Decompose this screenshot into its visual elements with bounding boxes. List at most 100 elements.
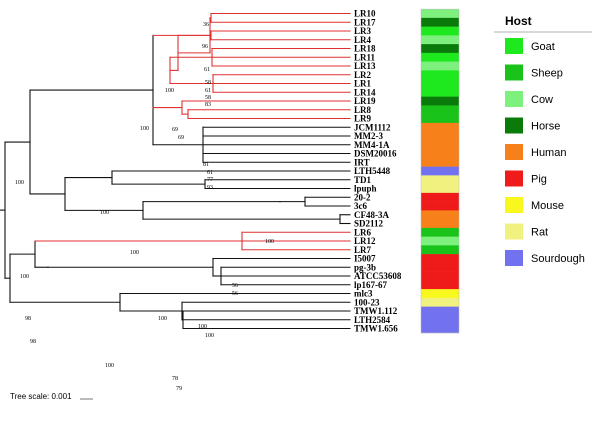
bootstrap-value: 36 (203, 22, 209, 28)
strain-label: LR6 (354, 227, 372, 237)
host-strip-cell (421, 114, 459, 124)
host-strip-cell (421, 122, 459, 132)
host-strip-cell (421, 289, 459, 299)
host-strip-cell (421, 297, 459, 307)
host-strip-cell (421, 61, 459, 71)
strain-label: MM2-3 (354, 131, 383, 141)
strain-label: pg-3b (354, 262, 376, 272)
host-strip-cell (421, 52, 459, 62)
host-strip-border (420, 8, 460, 334)
strain-label: TD1 (354, 175, 372, 185)
tree-branches (0, 12, 351, 330)
strain-label: ATCC53608 (354, 271, 402, 281)
legend-label: Goat (531, 41, 555, 53)
legend: Host Goat Sheep Cow Horse Human Pig Mouse Rat So… (494, 14, 592, 266)
host-strip-cell (421, 79, 459, 89)
tree-scale-label: Tree scale: 0.001 (10, 392, 72, 401)
host-strip-cell (421, 70, 459, 80)
strain-label: SD2112 (354, 219, 384, 229)
legend-title: Host (505, 14, 532, 28)
legend-swatch (505, 38, 523, 54)
legend-label: Rat (531, 227, 548, 239)
strain-label: mlc3 (354, 289, 373, 299)
strain-label: CF48-3A (354, 210, 389, 220)
legend-swatch (505, 250, 523, 266)
legend-items: Goat Sheep Cow Horse Human Pig Mouse Rat Sourdou… (505, 38, 585, 266)
bootstrap-value: 100 (158, 316, 167, 322)
host-strip-cell (421, 280, 459, 290)
strain-label: LR3 (354, 26, 372, 36)
host-color-strip (420, 8, 460, 334)
legend-swatch (505, 223, 523, 240)
legend-label: Horse (531, 121, 560, 133)
bootstrap-value: 77 (207, 177, 213, 183)
host-strip-cell (421, 219, 459, 229)
host-strip-cell (421, 262, 459, 272)
bootstrap-value: 100 (105, 363, 114, 369)
host-strip-cell (421, 17, 459, 27)
strain-label: LR2 (354, 70, 372, 80)
host-strip-cell (421, 149, 459, 159)
bootstrap-value: 100 (15, 180, 24, 186)
host-strip-cell (421, 9, 459, 19)
strain-label: LR13 (354, 61, 376, 71)
legend-label: Mouse (531, 200, 564, 212)
host-strip-cell (421, 271, 459, 281)
strain-label: LR14 (354, 87, 376, 97)
bootstrap-value: 100 (205, 333, 214, 339)
strain-labels: LR10LR17LR3LR4LR18LR11LR13LR2LR1LR14LR19… (354, 9, 402, 334)
legend-label: Human (531, 147, 566, 159)
bootstrap-value: 81 (203, 162, 209, 168)
legend-swatch (505, 170, 523, 187)
strain-label: LR12 (354, 236, 376, 246)
host-strip-cell (421, 245, 459, 255)
bootstrap-value: 100 (265, 239, 274, 245)
legend-swatch (505, 144, 523, 160)
bootstrap-value: 100 (198, 324, 207, 330)
strain-label: LTH2584 (354, 315, 391, 325)
host-strip-cell (421, 254, 459, 264)
host-strip-cell (421, 131, 459, 141)
bootstrap-value: 100 (20, 274, 29, 280)
strain-label: JCM1112 (354, 122, 391, 132)
bootstrap-value: 100 (100, 210, 109, 216)
host-strip-cell (421, 175, 459, 185)
host-strip-cell (421, 201, 459, 211)
strain-label: 100-23 (354, 297, 380, 307)
host-strip-cell (421, 166, 459, 176)
bootstrap-value: 93 (207, 185, 213, 191)
strain-label: lpuph (354, 184, 377, 194)
strain-label: LR11 (354, 52, 376, 62)
host-strip-cell (421, 315, 459, 325)
bootstrap-value: 78 (172, 376, 178, 382)
strain-label: LR1 (354, 79, 372, 89)
strain-label: IRT (354, 157, 370, 167)
bootstrap-value: 69 (172, 127, 178, 133)
legend-label: Pig (531, 174, 547, 186)
legend-swatch (505, 117, 523, 134)
bootstrap-value: 69 (178, 135, 184, 141)
strain-label: LR10 (354, 9, 376, 19)
strain-label: lp167-67 (354, 280, 388, 290)
strain-label: LR4 (354, 35, 372, 45)
host-strip-cell (421, 306, 459, 316)
strain-label: DSM20016 (354, 149, 397, 159)
host-strip-cell (421, 26, 459, 36)
bootstrap-value: 100 (165, 88, 174, 94)
strain-label: MM4-1A (354, 140, 390, 150)
strain-label: TMW1.112 (354, 306, 398, 316)
bootstrap-value: 61 (207, 170, 213, 176)
host-strip-cell (421, 227, 459, 237)
strain-label: 3c6 (354, 201, 367, 211)
bootstrap-value: 100 (140, 126, 149, 132)
host-strip-cell (421, 324, 459, 334)
bootstrap-value: 56 (232, 283, 238, 289)
bootstrap-value: 61 (204, 67, 210, 73)
strain-label: I5007 (354, 254, 376, 264)
legend-label: Sheep (531, 68, 563, 80)
host-strip-cell (421, 192, 459, 202)
host-strip-cell (421, 87, 459, 97)
host-strip-cell (421, 105, 459, 115)
strain-label: LR8 (354, 105, 372, 115)
